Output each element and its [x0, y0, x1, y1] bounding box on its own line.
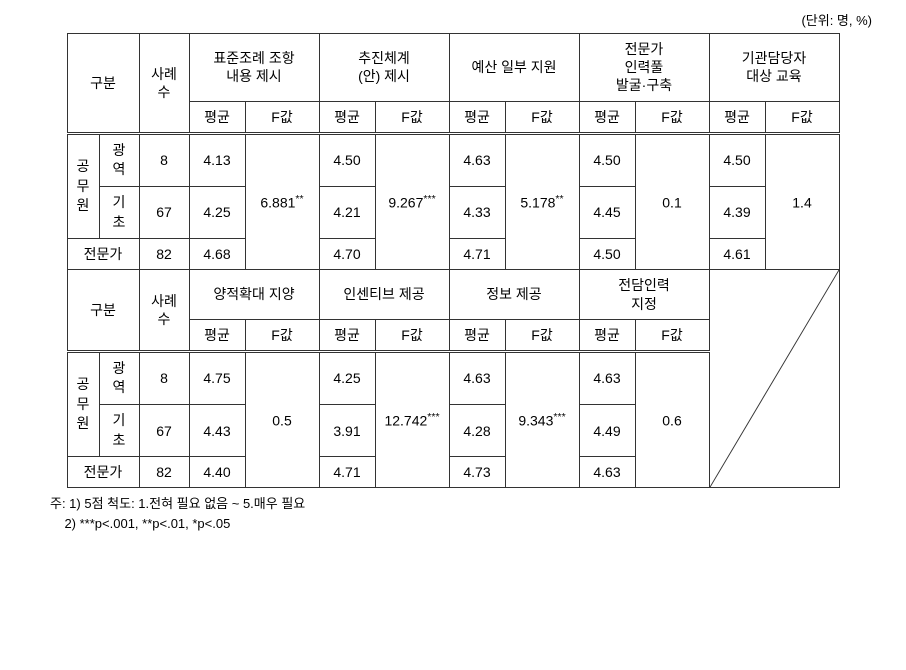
cell: 82: [139, 457, 189, 488]
hdr-top3: 예산 일부 지원: [449, 34, 579, 102]
cell-fval: 1.4: [765, 133, 839, 270]
footnote-1: 주: 1) 5점 척도: 1.전혀 필요 없음 ~ 5.매우 필요: [50, 494, 896, 514]
hdr-fval: F값: [375, 319, 449, 351]
cell: 4.61: [709, 239, 765, 270]
cell-fval: 6.881**: [245, 133, 319, 270]
cell: 8: [139, 133, 189, 186]
cell: 4.45: [579, 186, 635, 238]
hdr-gubun: 구분: [67, 34, 139, 134]
cell: 4.73: [449, 457, 505, 488]
hdr-top4: 전문가 인력풀 발굴·구축: [579, 34, 709, 102]
hdr-avg: 평균: [449, 101, 505, 133]
hdr-fval: F값: [505, 319, 579, 351]
footnotes: 주: 1) 5점 척도: 1.전혀 필요 없음 ~ 5.매우 필요 2) ***…: [50, 494, 896, 533]
cell: 4.68: [189, 239, 245, 270]
hdr-sarye: 사례 수: [139, 270, 189, 352]
cell: 4.70: [319, 239, 375, 270]
cell-fval: 0.1: [635, 133, 709, 270]
cell-fval: 9.267***: [375, 133, 449, 270]
cell: 4.63: [579, 457, 635, 488]
hdr-avg: 평균: [319, 101, 375, 133]
hdr-fval: F값: [375, 101, 449, 133]
hdr-fval: F값: [765, 101, 839, 133]
hdr-avg: 평균: [579, 319, 635, 351]
data-table: 구분 사례 수 표준조례 조항 내용 제시 추진체계 (안) 제시 예산 일부 …: [67, 33, 840, 488]
hdr-top2: 추진체계 (안) 제시: [319, 34, 449, 102]
diagonal-cell: [709, 270, 839, 488]
cell: 4.33: [449, 186, 505, 238]
cell: 4.13: [189, 133, 245, 186]
row-jeonmunga: 전문가: [67, 457, 139, 488]
cell: 4.71: [319, 457, 375, 488]
hdr-fval: F값: [505, 101, 579, 133]
cell-fval: 12.742***: [375, 351, 449, 488]
row-gwangyeok: 광 역: [99, 133, 139, 186]
hdr-gubun: 구분: [67, 270, 139, 352]
hdr-avg: 평균: [189, 101, 245, 133]
cell-fval: 9.343***: [505, 351, 579, 488]
cell: 4.71: [449, 239, 505, 270]
cell-fval: 5.178**: [505, 133, 579, 270]
row-gicho: 기 초: [99, 405, 139, 457]
row-jeonmunga: 전문가: [67, 239, 139, 270]
hdr-avg: 평균: [319, 319, 375, 351]
hdr-avg: 평균: [709, 101, 765, 133]
cell: 4.40: [189, 457, 245, 488]
cell: 67: [139, 186, 189, 238]
cell: 4.43: [189, 405, 245, 457]
hdr-bottom3: 정보 제공: [449, 270, 579, 319]
cell: 4.21: [319, 186, 375, 238]
cell: 4.50: [319, 133, 375, 186]
cell: 4.50: [579, 133, 635, 186]
hdr-avg: 평균: [189, 319, 245, 351]
cell: 4.63: [579, 351, 635, 404]
hdr-fval: F값: [635, 319, 709, 351]
cell: 4.49: [579, 405, 635, 457]
row-gwangyeok: 광 역: [99, 351, 139, 404]
cell: 3.91: [319, 405, 375, 457]
hdr-fval: F값: [635, 101, 709, 133]
hdr-avg: 평균: [449, 319, 505, 351]
cell: 67: [139, 405, 189, 457]
cell: 4.39: [709, 186, 765, 238]
hdr-sarye: 사례 수: [139, 34, 189, 134]
unit-label: (단위: 명, %): [10, 10, 896, 29]
hdr-bottom1: 양적확대 지양: [189, 270, 319, 319]
cell: 4.25: [319, 351, 375, 404]
row-gongmuwon: 공 무 원: [67, 133, 99, 238]
row-gicho: 기 초: [99, 186, 139, 238]
hdr-bottom2: 인센티브 제공: [319, 270, 449, 319]
hdr-avg: 평균: [579, 101, 635, 133]
cell: 4.75: [189, 351, 245, 404]
row-gongmuwon: 공 무 원: [67, 351, 99, 456]
cell: 4.28: [449, 405, 505, 457]
footnote-2: 2) ***p<.001, **p<.01, *p<.05: [50, 514, 896, 534]
hdr-bottom4: 전담인력 지정: [579, 270, 709, 319]
cell: 82: [139, 239, 189, 270]
hdr-fval: F값: [245, 319, 319, 351]
cell: 4.63: [449, 133, 505, 186]
hdr-top1: 표준조례 조항 내용 제시: [189, 34, 319, 102]
cell: 4.50: [709, 133, 765, 186]
cell: 4.50: [579, 239, 635, 270]
cell-fval: 0.6: [635, 351, 709, 488]
cell: 4.63: [449, 351, 505, 404]
cell: 8: [139, 351, 189, 404]
hdr-fval: F값: [245, 101, 319, 133]
hdr-top5: 기관담당자 대상 교육: [709, 34, 839, 102]
cell: 4.25: [189, 186, 245, 238]
cell-fval: 0.5: [245, 351, 319, 488]
